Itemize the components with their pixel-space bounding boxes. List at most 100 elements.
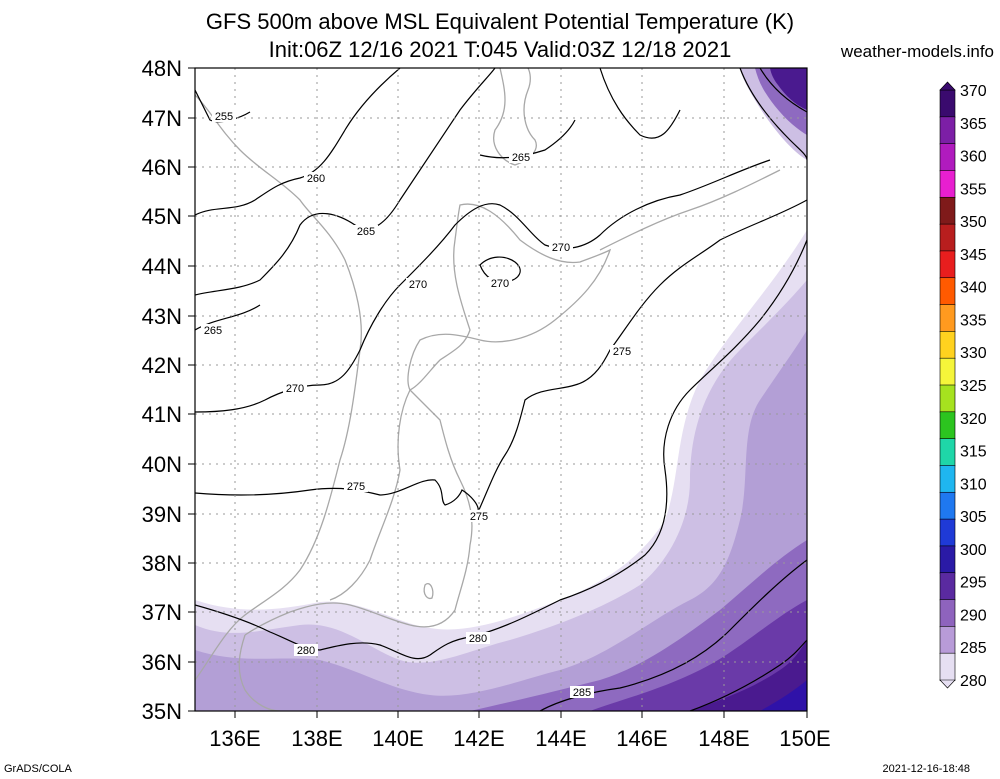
legend-swatch [939,572,956,601]
legend-swatch [939,384,956,413]
coastline-kyushu [238,634,281,711]
shade-ne-corner-3 [770,68,807,110]
contour-ne-1 [739,68,807,161]
lon-label: 142E [453,726,504,751]
lat-label: 47N [142,106,182,131]
contour-label: 275 [467,510,491,523]
svg-text:280: 280 [297,645,315,657]
legend-label: 325 [960,378,987,395]
coastline-sado [423,583,434,600]
contour-label: 265 [201,324,225,337]
legend-swatch [939,465,956,494]
contour-label: 255 [212,110,236,123]
contour-265-c [479,119,576,159]
legend-swatch [939,277,956,306]
lat-label: 40N [142,452,182,477]
svg-text:265: 265 [204,325,222,337]
contour-label: 270 [406,278,430,291]
lat-label: 42N [142,353,182,378]
svg-text:265: 265 [357,226,375,238]
legend-swatch [939,411,956,440]
legend-swatch [939,89,956,118]
contour-label: 285 [570,686,594,699]
contour-label: 280 [294,644,318,657]
svg-text:260: 260 [307,173,325,185]
legend-label: 280 [960,673,987,690]
contour-label: 275 [344,480,368,493]
lat-label: 45N [142,204,182,229]
contour-275 [195,199,807,513]
svg-text:270: 270 [409,279,427,291]
lon-label: 146E [616,726,667,751]
lat-label: 37N [142,600,182,625]
legend-swatch [939,438,956,467]
legend-label: 345 [960,247,987,264]
legend-swatch [939,491,956,520]
lat-label: 39N [142,502,182,527]
legend-swatch [939,250,956,279]
legend-label: 320 [960,411,987,428]
footer-left: GrADS/COLA [4,763,72,775]
svg-text:270: 270 [552,242,570,254]
lat-label: 48N [142,56,182,81]
shade-298-band [760,680,807,711]
lat-label: 46N [142,155,182,180]
legend-label: 305 [960,509,987,526]
legend-label: 295 [960,575,987,592]
color-legend: 370 365 360 355 350 345 340 335 330 325 320 315 310 3… [939,81,987,690]
title-line-2: Init:06Z 12/16 2021 T:045 Valid:03Z 12/1… [268,37,732,62]
legend-label: 310 [960,476,987,493]
legend-top-arrow [939,81,956,91]
contour-ne-2 [759,68,807,113]
coastline-asia [195,94,362,681]
lon-label: 140E [372,726,423,751]
lon-label: 148E [698,726,749,751]
legend-swatch [939,223,956,252]
svg-text:275: 275 [470,511,488,523]
svg-text:285: 285 [573,687,591,699]
lat-label: 38N [142,551,182,576]
legend-label: 340 [960,280,987,297]
tick-marks [188,67,808,718]
title-line-1: GFS 500m above MSL Equivalent Potential … [205,9,795,34]
contour-260 [195,68,401,216]
svg-text:270: 270 [286,383,304,395]
legend-swatch [939,331,956,359]
contour-label: 280 [466,632,490,645]
legend-label: 300 [960,542,987,559]
legend-swatch [939,626,956,654]
contour-label: 260 [304,172,328,185]
legend-label: 285 [960,640,987,657]
legend-swatch [939,304,956,333]
contour-290 [689,639,807,711]
legend-swatch [939,196,956,225]
contour-label: 270 [283,382,307,395]
legend-bottom-arrow [939,679,956,689]
lat-label: 43N [142,304,182,329]
svg-text:275: 275 [613,346,631,358]
contour-label: 265 [509,151,533,164]
coastline-honshu-north [244,389,473,636]
lat-label: 36N [142,650,182,675]
svg-text:255: 255 [215,111,233,123]
shaded-field [195,68,807,711]
contour-label: 270 [488,277,512,290]
coastline-hokkaido [407,203,612,391]
coastline-honshu-west [329,389,411,601]
legend-swatch [939,545,956,574]
lon-label: 144E [535,726,586,751]
legend-label: 350 [960,214,987,231]
legend-label: 315 [960,444,987,461]
legend-swatch [939,170,956,199]
svg-text:280: 280 [469,633,487,645]
legend-label: 355 [960,181,987,198]
coastline-kuril [599,169,781,251]
legend-label: 290 [960,607,987,624]
legend-label: 365 [960,116,987,133]
lat-label: 35N [142,699,182,724]
legend-swatch [939,652,956,681]
contour-label: 275 [610,345,634,358]
legend-swatch [939,143,956,172]
legend-swatch [939,518,956,547]
